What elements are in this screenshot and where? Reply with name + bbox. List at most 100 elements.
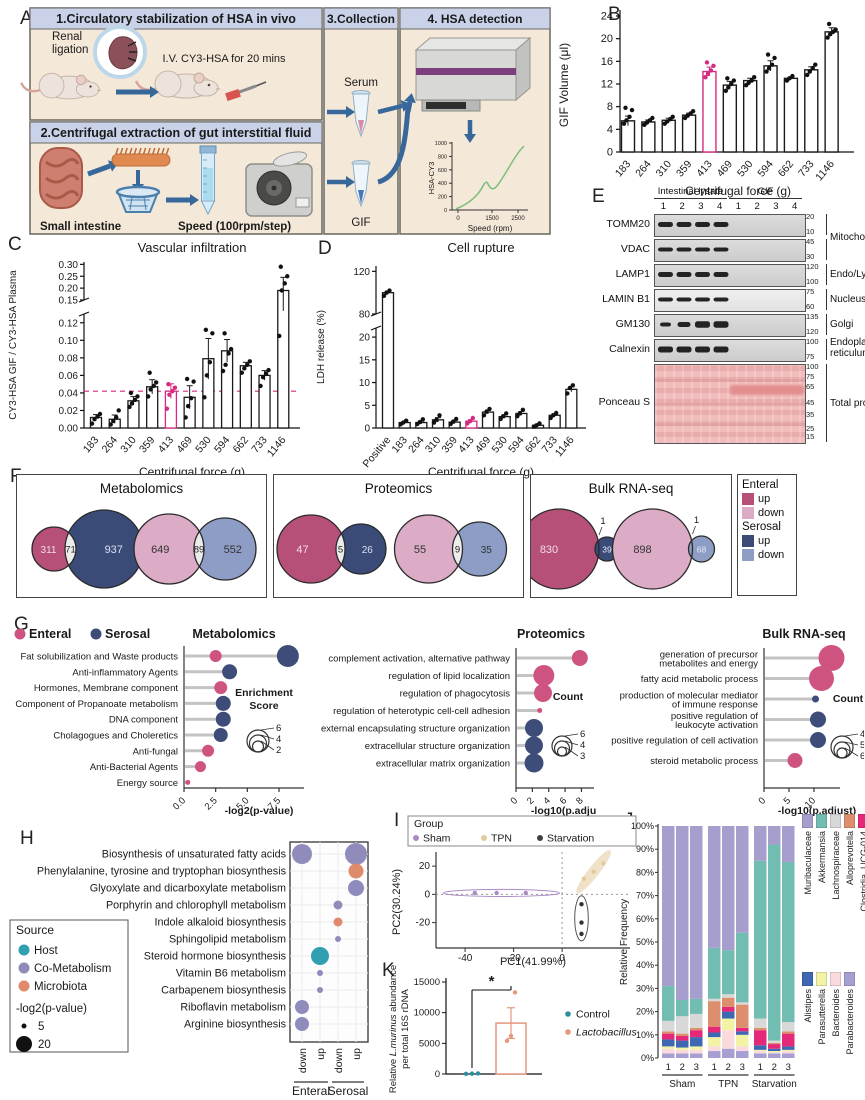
y-tick: 10 bbox=[359, 378, 371, 389]
organelle-label: Golgi bbox=[830, 319, 854, 330]
stack-segment bbox=[768, 1053, 781, 1058]
venn-count: 89 bbox=[194, 545, 205, 556]
data-point bbox=[278, 264, 283, 269]
protein-band bbox=[677, 322, 691, 327]
chart-title: Cell rupture bbox=[447, 240, 514, 255]
group-label: Enteral bbox=[292, 1084, 330, 1098]
x-tick: 594 bbox=[506, 434, 527, 455]
data-point bbox=[116, 408, 121, 413]
dot bbox=[317, 987, 323, 993]
legend-swatch bbox=[742, 507, 754, 519]
legend-size-dot bbox=[16, 1036, 32, 1052]
data-point bbox=[833, 27, 838, 32]
data-point bbox=[239, 370, 245, 375]
protein-band bbox=[695, 272, 710, 277]
line bbox=[119, 147, 124, 155]
protein-band bbox=[676, 247, 692, 252]
data-point bbox=[151, 383, 156, 389]
stack-segment bbox=[708, 1001, 721, 1027]
lane-number: 1 bbox=[660, 201, 667, 212]
row-label: production of molecular mediator of immun… bbox=[620, 691, 758, 711]
stack-segment bbox=[736, 1002, 749, 1005]
venn-circle-b bbox=[336, 524, 386, 574]
lane-group-label: Intestinal lysate bbox=[654, 186, 727, 199]
y-tick: 16 bbox=[601, 56, 613, 68]
row-label: external encapsulating structure organiz… bbox=[321, 724, 510, 735]
y-tick: 0 bbox=[607, 147, 613, 159]
mw-label: 100 bbox=[806, 277, 819, 286]
y-tick: 0.20 bbox=[59, 284, 79, 295]
x-tick: 662 bbox=[231, 434, 252, 455]
schematic-box-header bbox=[29, 7, 323, 30]
x-tick: 594 bbox=[755, 158, 776, 179]
line bbox=[129, 147, 133, 155]
stack-segment bbox=[708, 1037, 721, 1047]
data-point bbox=[705, 71, 711, 77]
venn-circle-a bbox=[277, 515, 345, 583]
data-point bbox=[207, 360, 213, 365]
protein-band bbox=[658, 272, 673, 277]
venn-count: 649 bbox=[151, 544, 169, 556]
organelle-label: Nucleus bbox=[830, 294, 865, 305]
organelle-label: Mitochondria bbox=[830, 232, 865, 243]
line bbox=[127, 41, 137, 47]
y-tick: 15 bbox=[359, 355, 371, 366]
legend-size-label: 20 bbox=[38, 1039, 51, 1051]
pca-point bbox=[591, 869, 596, 874]
dot bbox=[295, 1000, 309, 1014]
row-label: Fat solubilization and Waste products bbox=[20, 652, 178, 663]
venn-count: 55 bbox=[414, 544, 426, 556]
x-tick: 469 bbox=[715, 158, 736, 179]
line bbox=[844, 733, 859, 737]
data-point bbox=[202, 395, 207, 400]
data-point bbox=[553, 410, 559, 416]
x-tick: 310 bbox=[654, 158, 675, 179]
lollipop-dot bbox=[524, 753, 544, 773]
data-point bbox=[517, 411, 523, 416]
row-label: Arginine biosynthesis bbox=[184, 1019, 287, 1031]
stack-segment bbox=[754, 1027, 767, 1031]
y-tick: 0% bbox=[641, 1053, 654, 1063]
bar-label: 1 bbox=[758, 1062, 763, 1073]
data-point bbox=[242, 366, 247, 371]
x-tick: 0 bbox=[757, 795, 769, 807]
lollipop-dot bbox=[525, 736, 543, 755]
size-legend-title: Count bbox=[833, 693, 864, 705]
data-point bbox=[226, 351, 231, 356]
protein-band bbox=[658, 297, 673, 302]
data-point bbox=[204, 373, 210, 378]
data-point bbox=[132, 397, 138, 403]
data-point bbox=[665, 119, 670, 124]
chart-title: Metabolomics bbox=[192, 627, 275, 641]
stack-segment bbox=[690, 998, 703, 1014]
x-tick: 2.5 bbox=[203, 795, 220, 812]
protein-band bbox=[713, 346, 729, 353]
y-tick: 0.00 bbox=[59, 424, 79, 435]
stack-segment bbox=[676, 1047, 689, 1050]
line bbox=[260, 740, 275, 751]
organelle-label: Endoplasmicreticulum bbox=[830, 337, 865, 359]
bar bbox=[277, 289, 290, 429]
x-tick: 0 bbox=[559, 953, 565, 964]
legend-box bbox=[407, 815, 637, 847]
panel-j-stacked-bars: 0% 10% 20% 30% 40% 50% 60% 70% 80% 90% 100% Relativ… bbox=[618, 814, 865, 1100]
y-axis-label: CY3-HSA GIF / CY3-HSA Plasma bbox=[8, 270, 19, 420]
line bbox=[147, 147, 151, 155]
mini-xtick: 0 bbox=[456, 216, 460, 222]
protein-band bbox=[676, 346, 692, 353]
protein-band bbox=[658, 247, 673, 252]
x-tick: 2 bbox=[525, 795, 537, 807]
pca-point bbox=[472, 890, 477, 896]
data-point bbox=[147, 370, 152, 375]
panel-d-bar-chart: Cell rupture 0 5 10 15 20 80 120 LDH release (%)… bbox=[316, 240, 586, 479]
data-point bbox=[825, 35, 830, 40]
blot-target-label: LAMIN B1 bbox=[602, 293, 650, 305]
stack-segment bbox=[676, 1035, 689, 1041]
row-label: extracellular structure organization bbox=[365, 741, 510, 752]
dot bbox=[311, 947, 329, 965]
stack-segment bbox=[708, 947, 721, 999]
taxa-legend-group: Muribaculaceae Akkermansia Lachnospiraceae… bbox=[802, 814, 865, 912]
